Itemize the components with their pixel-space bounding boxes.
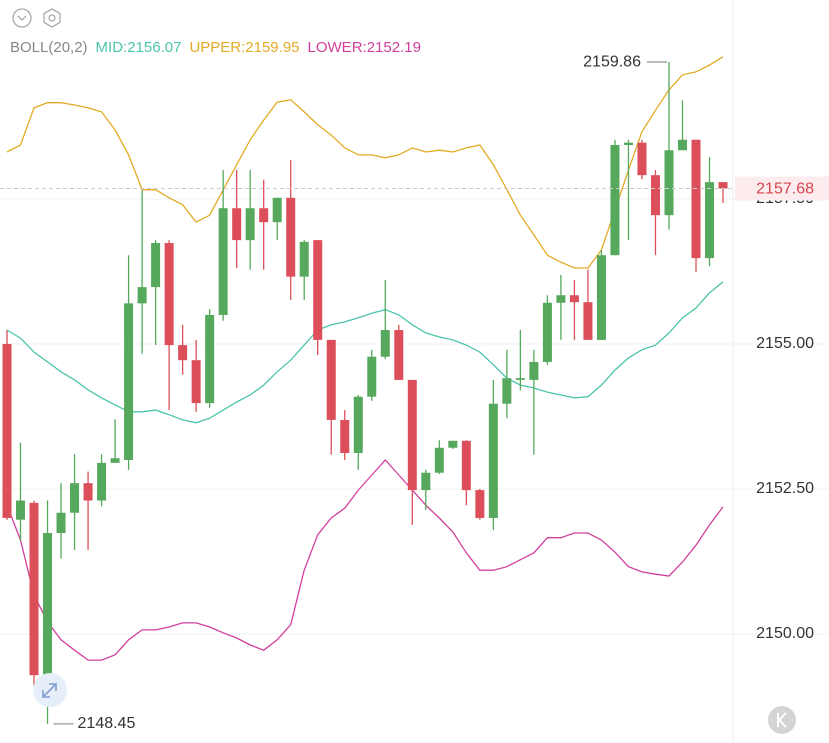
candle-body <box>718 182 728 189</box>
candle-body <box>502 378 512 404</box>
legend-entry: UPPER:2159.95 <box>189 39 299 56</box>
candle-body <box>407 379 417 491</box>
candle-body <box>650 175 660 216</box>
k-button-bg <box>768 706 796 734</box>
candle-body <box>394 330 404 380</box>
last-price-tag <box>735 176 829 201</box>
candle-body <box>623 142 633 146</box>
annotations: 2159.86 2148.45 2157.68 <box>0 53 829 732</box>
band-line <box>6 459 724 661</box>
settings-icon <box>48 14 56 22</box>
candle-body <box>97 462 107 501</box>
candle-body <box>380 330 390 357</box>
candle-body <box>232 208 242 241</box>
candle-body <box>596 255 606 340</box>
candle-body <box>245 208 255 241</box>
candle-body <box>299 241 309 277</box>
candle-body <box>83 483 93 501</box>
candle-body <box>43 533 53 676</box>
k-icon <box>777 712 787 728</box>
candle-body <box>29 502 39 676</box>
candle-body <box>542 302 552 362</box>
candle-body <box>488 403 498 518</box>
legend-entry: MID:2156.07 <box>96 39 182 56</box>
candle-body <box>421 472 431 491</box>
legend: BOLL(20,2) MID:2156.07 UPPER:2159.95 LOWER… <box>10 39 421 56</box>
candle-body <box>110 458 120 463</box>
collapse-icon <box>17 15 27 21</box>
y-tick-label: 2150.00 <box>756 625 814 642</box>
candle-body <box>691 139 701 259</box>
candle-body <box>205 314 215 404</box>
candle-body <box>2 343 12 518</box>
candle-body <box>367 356 377 397</box>
candle-body <box>137 287 147 304</box>
y-tick-label: 2152.50 <box>756 480 814 497</box>
expand-button[interactable] <box>33 673 67 707</box>
band-line <box>6 56 724 269</box>
candle-body <box>259 208 269 223</box>
candle-body <box>610 145 620 256</box>
candle-body <box>569 295 579 303</box>
candle-body <box>475 490 485 518</box>
high-label: 2159.86 <box>583 53 641 70</box>
candle-body <box>16 500 26 520</box>
candle-body <box>340 419 350 453</box>
candle-body <box>353 396 363 453</box>
candle-body <box>313 240 323 340</box>
candle-body <box>515 378 525 380</box>
expand-icon <box>42 683 57 698</box>
candle-body <box>56 512 66 534</box>
candle-body <box>664 150 674 216</box>
candle-body <box>286 197 296 277</box>
candle-body <box>637 142 647 176</box>
candle-body <box>678 139 687 151</box>
candles <box>2 62 728 724</box>
candle-body <box>529 361 539 380</box>
candle-body <box>583 302 593 340</box>
y-tick-label: 2155.00 <box>756 335 814 352</box>
legend-entry: LOWER:2152.19 <box>308 39 421 56</box>
candle-body <box>326 339 336 420</box>
band-line <box>6 281 724 424</box>
candle-body <box>218 208 228 315</box>
indicator-label: BOLL(20,2) <box>10 39 88 56</box>
k-button[interactable] <box>768 706 796 734</box>
candle-body <box>272 197 282 223</box>
last-price-label: 2157.68 <box>756 181 814 198</box>
candle-body <box>164 243 174 346</box>
candle-body <box>461 440 471 491</box>
candle-body <box>556 295 566 303</box>
candle-body <box>705 182 715 259</box>
candle-body <box>448 440 458 448</box>
collapse-button[interactable] <box>12 8 32 28</box>
candle-body <box>151 243 161 288</box>
candle-body <box>178 345 188 361</box>
candle-body <box>70 483 80 513</box>
toolbar <box>12 8 61 28</box>
candle-body <box>191 360 201 404</box>
candle-body <box>124 303 134 460</box>
settings-button[interactable] <box>43 8 61 28</box>
low-label: 2148.45 <box>78 715 136 732</box>
candle-body <box>434 447 444 473</box>
